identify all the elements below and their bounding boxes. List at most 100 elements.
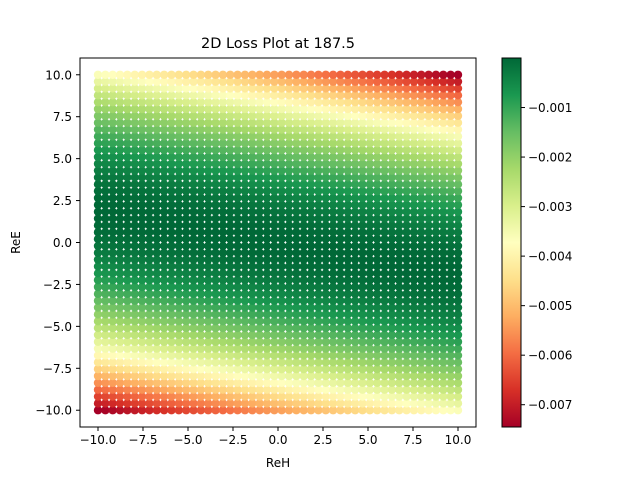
- scatter-point: [446, 125, 455, 134]
- scatter-point: [145, 159, 154, 168]
- scatter-point: [248, 200, 257, 210]
- scatter-point: [453, 228, 463, 237]
- scatter-point: [123, 317, 132, 326]
- scatter-point: [233, 84, 242, 93]
- scatter-point: [123, 364, 132, 374]
- scatter-point: [395, 371, 404, 381]
- scatter-point: [277, 77, 286, 86]
- scatter-point: [181, 111, 191, 121]
- scatter-point: [439, 385, 448, 394]
- scatter-point: [439, 262, 448, 271]
- scatter-point: [336, 241, 345, 251]
- scatter-point: [409, 132, 419, 141]
- scatter-point: [233, 296, 242, 305]
- scatter-point: [372, 330, 382, 340]
- scatter-point: [409, 358, 419, 367]
- scatter-point: [365, 228, 375, 237]
- scatter-point: [240, 166, 250, 175]
- scatter-point: [145, 221, 154, 230]
- scatter-point: [130, 221, 139, 230]
- scatter-point: [365, 330, 375, 340]
- scatter-point: [174, 310, 184, 319]
- scatter-point: [299, 255, 308, 264]
- scatter-point: [255, 132, 264, 141]
- scatter-point: [130, 310, 139, 319]
- scatter-point: [336, 317, 345, 326]
- scatter-point: [350, 241, 360, 251]
- scatter-point: [343, 200, 352, 210]
- scatter-point: [314, 207, 323, 216]
- scatter-point: [365, 303, 375, 312]
- scatter-point: [226, 303, 235, 312]
- scatter-point: [248, 296, 257, 305]
- scatter-point: [328, 221, 338, 230]
- scatter-point: [123, 385, 132, 394]
- scatter-point: [306, 91, 316, 100]
- scatter-point: [387, 310, 397, 319]
- scatter-point: [358, 358, 367, 367]
- scatter-point: [211, 310, 220, 319]
- scatter-point: [123, 255, 132, 264]
- scatter-point: [417, 186, 426, 196]
- scatter-point: [431, 378, 441, 388]
- scatter-point: [115, 193, 125, 203]
- scatter-point: [262, 330, 272, 340]
- scatter-point: [446, 159, 455, 168]
- scatter-point: [145, 303, 154, 312]
- scatter-point: [115, 77, 125, 86]
- scatter-point: [284, 104, 294, 114]
- scatter-point: [108, 337, 117, 346]
- scatter-point: [262, 139, 272, 148]
- scatter-point: [101, 399, 110, 408]
- scatter-point: [306, 228, 316, 237]
- scatter-point: [240, 392, 250, 401]
- scatter-point: [402, 406, 411, 415]
- scatter-point: [343, 371, 352, 381]
- scatter-point: [277, 132, 286, 141]
- scatter-point: [380, 125, 389, 134]
- scatter-point: [336, 186, 345, 196]
- scatter-point: [328, 289, 338, 299]
- scatter-point: [387, 351, 397, 360]
- scatter-point: [130, 282, 139, 292]
- scatter-point: [328, 296, 338, 305]
- scatter-point: [424, 406, 433, 415]
- scatter-point: [431, 282, 441, 292]
- scatter-point: [277, 310, 286, 319]
- scatter-point: [137, 118, 147, 127]
- scatter-point: [152, 289, 161, 299]
- scatter-point: [292, 111, 301, 121]
- scatter-point: [137, 351, 147, 360]
- scatter-point: [343, 139, 352, 148]
- scatter-point: [365, 296, 375, 305]
- scatter-point: [299, 152, 308, 162]
- scatter-point: [321, 70, 330, 79]
- scatter-point: [387, 214, 397, 223]
- scatter-point: [181, 255, 191, 264]
- scatter-point: [248, 234, 257, 244]
- scatter-point: [409, 337, 419, 346]
- scatter-point: [409, 214, 419, 223]
- scatter-point: [417, 282, 426, 292]
- scatter-point: [226, 337, 235, 346]
- scatter-point: [321, 248, 330, 257]
- scatter-point: [299, 132, 308, 141]
- scatter-point: [130, 337, 139, 346]
- scatter-point: [145, 84, 154, 93]
- scatter-point: [417, 214, 426, 223]
- scatter-point: [270, 180, 279, 189]
- scatter-point: [218, 323, 228, 333]
- scatter-point: [159, 104, 169, 114]
- scatter-point: [145, 282, 154, 292]
- scatter-point: [380, 84, 389, 93]
- scatter-point: [314, 145, 323, 155]
- scatter-point: [145, 275, 154, 285]
- scatter-point: [284, 392, 294, 401]
- scatter-point: [277, 70, 286, 79]
- scatter-point: [380, 145, 389, 155]
- scatter-point: [262, 282, 272, 292]
- scatter-point: [204, 132, 213, 141]
- scatter-point: [424, 104, 433, 114]
- scatter-point: [402, 371, 411, 381]
- scatter-point: [255, 296, 264, 305]
